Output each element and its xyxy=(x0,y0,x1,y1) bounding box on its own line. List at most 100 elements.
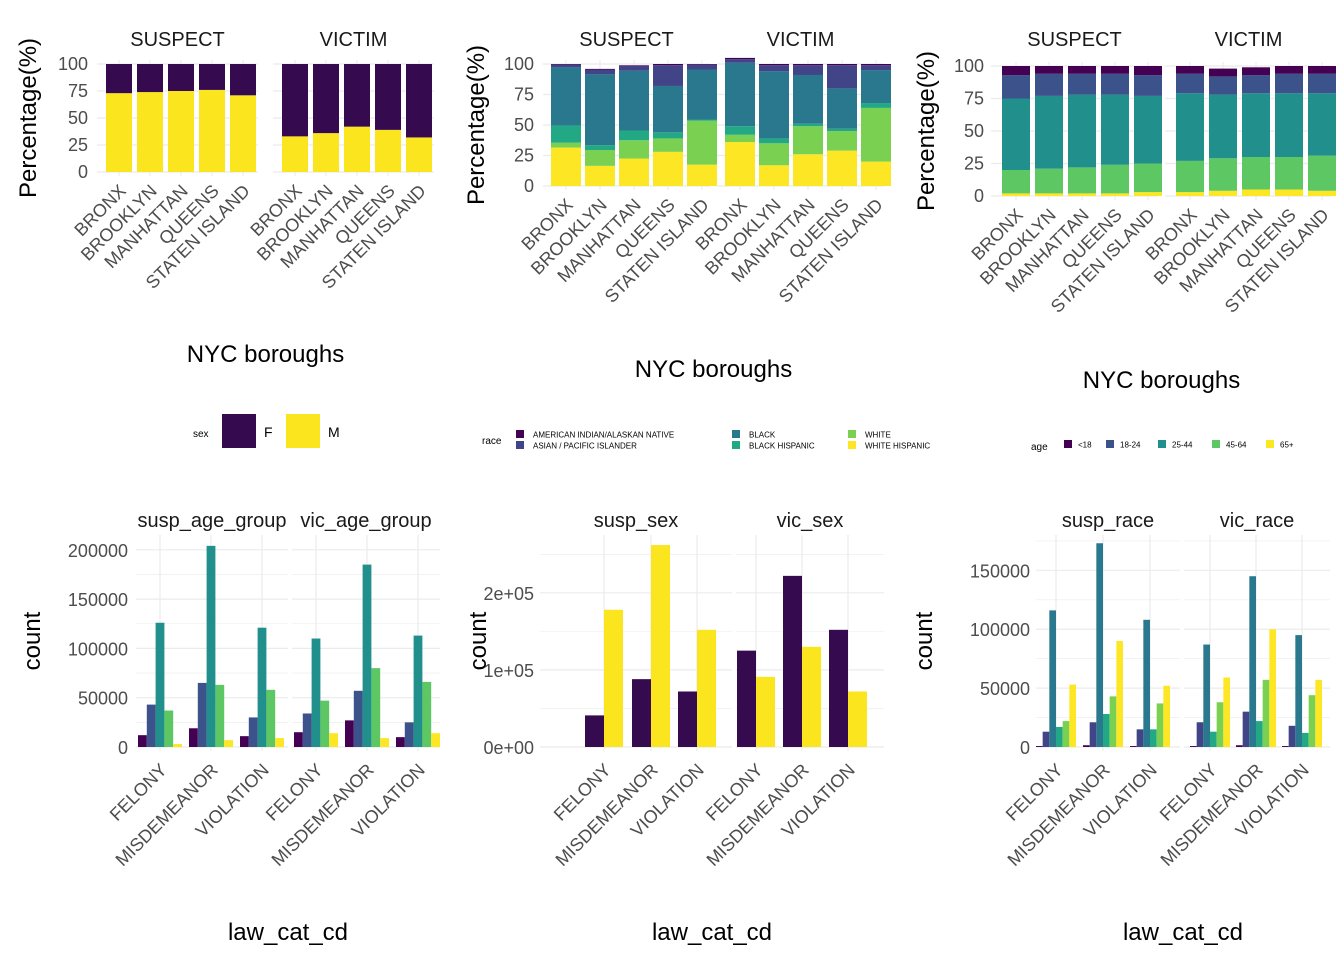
legend-key xyxy=(1266,440,1274,448)
bar-segment xyxy=(1068,66,1096,74)
y-axis-title: count xyxy=(465,611,492,670)
bar xyxy=(1288,725,1296,747)
bar-segment xyxy=(1134,192,1162,196)
facet-strip-label: SUSPECT xyxy=(1027,29,1121,51)
bar-segment xyxy=(861,64,891,66)
bar xyxy=(1056,726,1063,747)
bar-segment xyxy=(230,64,256,96)
bar-segment xyxy=(313,133,339,172)
bar-segment xyxy=(199,64,225,90)
bar-segment xyxy=(585,150,615,166)
bar xyxy=(1256,721,1263,747)
y-axis-title: count xyxy=(19,611,46,670)
bar xyxy=(1223,677,1230,747)
bar xyxy=(1282,746,1289,747)
bar xyxy=(604,609,623,747)
legend-label: WHITE xyxy=(865,431,891,440)
bar xyxy=(1302,732,1309,747)
x-axis-title: law_cat_cd xyxy=(228,919,348,946)
bar xyxy=(345,720,354,747)
bar xyxy=(1143,619,1150,747)
bar-segment xyxy=(1035,66,1063,74)
legend-label: WHITE HISPANIC xyxy=(865,442,930,451)
bar xyxy=(1210,731,1217,747)
bar-segment xyxy=(551,64,581,65)
bar xyxy=(1042,731,1050,747)
x-axis-title: law_cat_cd xyxy=(1123,919,1243,946)
bar-segment xyxy=(551,142,581,148)
bar xyxy=(1236,745,1243,747)
legend-key xyxy=(222,414,256,448)
bar-segment xyxy=(1176,93,1204,161)
bar xyxy=(294,732,303,747)
bar xyxy=(1190,746,1197,747)
bar xyxy=(431,733,440,747)
legend-label: 45-64 xyxy=(1226,441,1247,450)
y-tick-label: 75 xyxy=(964,89,984,109)
bar-segment xyxy=(687,64,717,65)
chart-1: SUSPECT VICTIM0255075100BRONXBROOKLYNMANH… xyxy=(15,29,434,368)
y-tick-label: 75 xyxy=(514,85,534,105)
x-axis-title: NYC boroughs xyxy=(187,341,344,368)
legend-title: sex xyxy=(193,429,209,440)
bar-segment xyxy=(653,138,683,152)
bar-segment xyxy=(827,128,857,132)
bar-segment xyxy=(168,91,194,172)
bar xyxy=(697,629,716,747)
x-axis-title: NYC boroughs xyxy=(1083,367,1240,394)
bar-segment xyxy=(793,64,823,66)
bar-segment xyxy=(551,64,581,68)
y-tick-label: 75 xyxy=(68,81,88,101)
bar-segment xyxy=(1275,73,1303,94)
bar xyxy=(224,740,233,747)
bar xyxy=(1083,745,1090,747)
y-tick-label: 50 xyxy=(514,115,534,135)
bar-segment xyxy=(1101,94,1129,165)
x-axis-title: law_cat_cd xyxy=(652,919,772,946)
bar-segment xyxy=(759,143,789,166)
facet-strip-label: VICTIM xyxy=(1215,29,1283,51)
facet-strip-label: vic_race xyxy=(1220,510,1294,532)
legend-sex: sex F M xyxy=(193,414,340,448)
facet-strip-label: vic_sex xyxy=(777,510,844,532)
bar xyxy=(1130,746,1137,747)
bar xyxy=(1089,722,1097,747)
bar-segment xyxy=(551,125,581,143)
legend-key xyxy=(1064,440,1072,448)
bar xyxy=(155,622,165,747)
bar-segment xyxy=(827,88,857,129)
bar-segment xyxy=(1176,66,1204,74)
bar xyxy=(1069,684,1076,747)
bar xyxy=(413,635,423,747)
bar-segment xyxy=(585,74,615,146)
bar-segment xyxy=(1035,73,1063,96)
bar xyxy=(1062,721,1070,747)
bar-segment xyxy=(619,65,649,71)
bar-segment xyxy=(1002,75,1030,99)
bar xyxy=(802,646,821,747)
y-tick-label: 25 xyxy=(964,154,984,174)
bar-segment xyxy=(1242,93,1270,157)
y-tick-label: 25 xyxy=(68,135,88,155)
legend-label: BLACK xyxy=(749,431,776,440)
bar-segment xyxy=(1002,66,1030,76)
chart-5: susp_sex vic_sex0e+001e+052e+05FELONYMISD… xyxy=(465,510,884,946)
bar xyxy=(1196,722,1204,747)
bar-segment xyxy=(1134,95,1162,164)
bar-segment xyxy=(406,64,432,138)
y-tick-label: 0 xyxy=(118,738,128,758)
y-tick-label: 50000 xyxy=(78,689,128,709)
bar-segment xyxy=(230,95,256,172)
legend-label: <18 xyxy=(1078,441,1092,450)
bar xyxy=(829,629,848,747)
legend-label: M xyxy=(328,424,340,440)
legend-label: 18-24 xyxy=(1120,441,1141,450)
legend-key xyxy=(1106,440,1114,448)
y-tick-label: 100 xyxy=(954,56,984,76)
bar-segment xyxy=(1176,160,1204,193)
bar-segment xyxy=(1101,73,1129,95)
legend-key xyxy=(1158,440,1166,448)
y-axis-title: Percentage(%) xyxy=(913,51,940,211)
bar xyxy=(362,564,372,747)
bar-segment xyxy=(861,161,891,186)
